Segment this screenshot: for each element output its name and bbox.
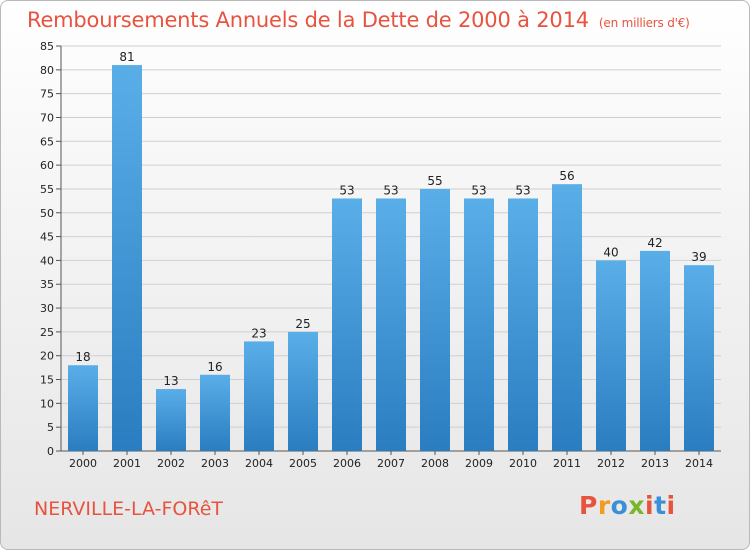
value-label: 13 [163,374,178,388]
y-tick-label: 30 [40,302,54,315]
x-tick-label: 2012 [597,457,625,470]
value-label: 81 [119,50,134,64]
y-tick-label: 65 [40,135,54,148]
y-tick-label: 55 [40,183,54,196]
bar-chart: 0 5 10 15 20 25 30 35 40 45 50 55 60 65 70 75 80 85 18 2000… [40,40,721,470]
bar [156,389,186,451]
x-tick-label: 2009 [465,457,493,470]
logo-letter: o [610,491,629,520]
y-tick-label: 35 [40,278,54,291]
bar [68,365,98,451]
value-label: 53 [339,183,354,197]
value-label: 53 [383,183,398,197]
x-tick-label: 2002 [157,457,185,470]
value-label: 53 [515,183,530,197]
x-tick-label: 2014 [685,457,713,470]
value-label: 56 [559,169,574,183]
value-label: 25 [295,317,310,331]
bar [508,198,538,451]
logo-letter: t [654,491,667,520]
y-tick-label: 40 [40,254,54,267]
x-tick-label: 2011 [553,457,581,470]
proxiti-logo: Proxiti [579,491,676,520]
value-label: 18 [75,350,90,364]
y-tick-label: 25 [40,326,54,339]
x-tick-label: 2003 [201,457,229,470]
x-tick-label: 2007 [377,457,405,470]
value-label: 42 [647,236,662,250]
x-tick-label: 2008 [421,457,449,470]
y-tick-label: 45 [40,231,54,244]
value-label: 53 [471,183,486,197]
bar [640,250,670,451]
bar [420,188,450,452]
y-tick-label: 10 [40,397,54,410]
bar [332,198,362,451]
chart-title: Remboursements Annuels de la Dette de 20… [27,8,690,32]
bar [596,260,626,451]
value-label: 40 [603,245,618,259]
title-text: Remboursements Annuels de la Dette de 20… [27,8,589,32]
logo-letter: P [579,491,598,520]
y-tick-label: 70 [40,111,54,124]
value-label: 55 [427,174,442,188]
unit-label: (en milliers d'€) [598,16,690,30]
x-tick-label: 2005 [289,457,317,470]
x-tick-label: 2010 [509,457,537,470]
x-tick-label: 2013 [641,457,669,470]
y-tick-label: 15 [40,374,54,387]
bar [376,198,406,451]
logo-letter: i [645,491,655,520]
y-tick-label: 85 [40,40,54,53]
y-tick-label: 0 [47,445,54,458]
bar [288,331,318,451]
value-label: 39 [691,250,706,264]
y-tick-label: 75 [40,88,54,101]
logo-letter: x [628,491,645,520]
bar [684,265,714,451]
bar [552,184,582,452]
value-label: 16 [207,360,222,374]
commune-name: NERVILLE-LA-FORêT [34,498,223,520]
bar [112,65,142,451]
y-tick-label: 20 [40,350,54,363]
x-tick-label: 2004 [245,457,273,470]
logo-letter: i [666,491,676,520]
bar [200,374,230,451]
y-tick-label: 80 [40,64,54,77]
x-tick-label: 2006 [333,457,361,470]
bar [464,198,494,451]
y-tick-label: 60 [40,159,54,172]
value-label: 23 [251,326,266,340]
x-tick-label: 2000 [69,457,97,470]
bar [244,341,274,451]
x-tick-label: 2001 [113,457,141,470]
logo-letter: r [597,491,611,520]
y-tick-label: 50 [40,207,54,220]
y-tick-label: 5 [47,421,54,434]
